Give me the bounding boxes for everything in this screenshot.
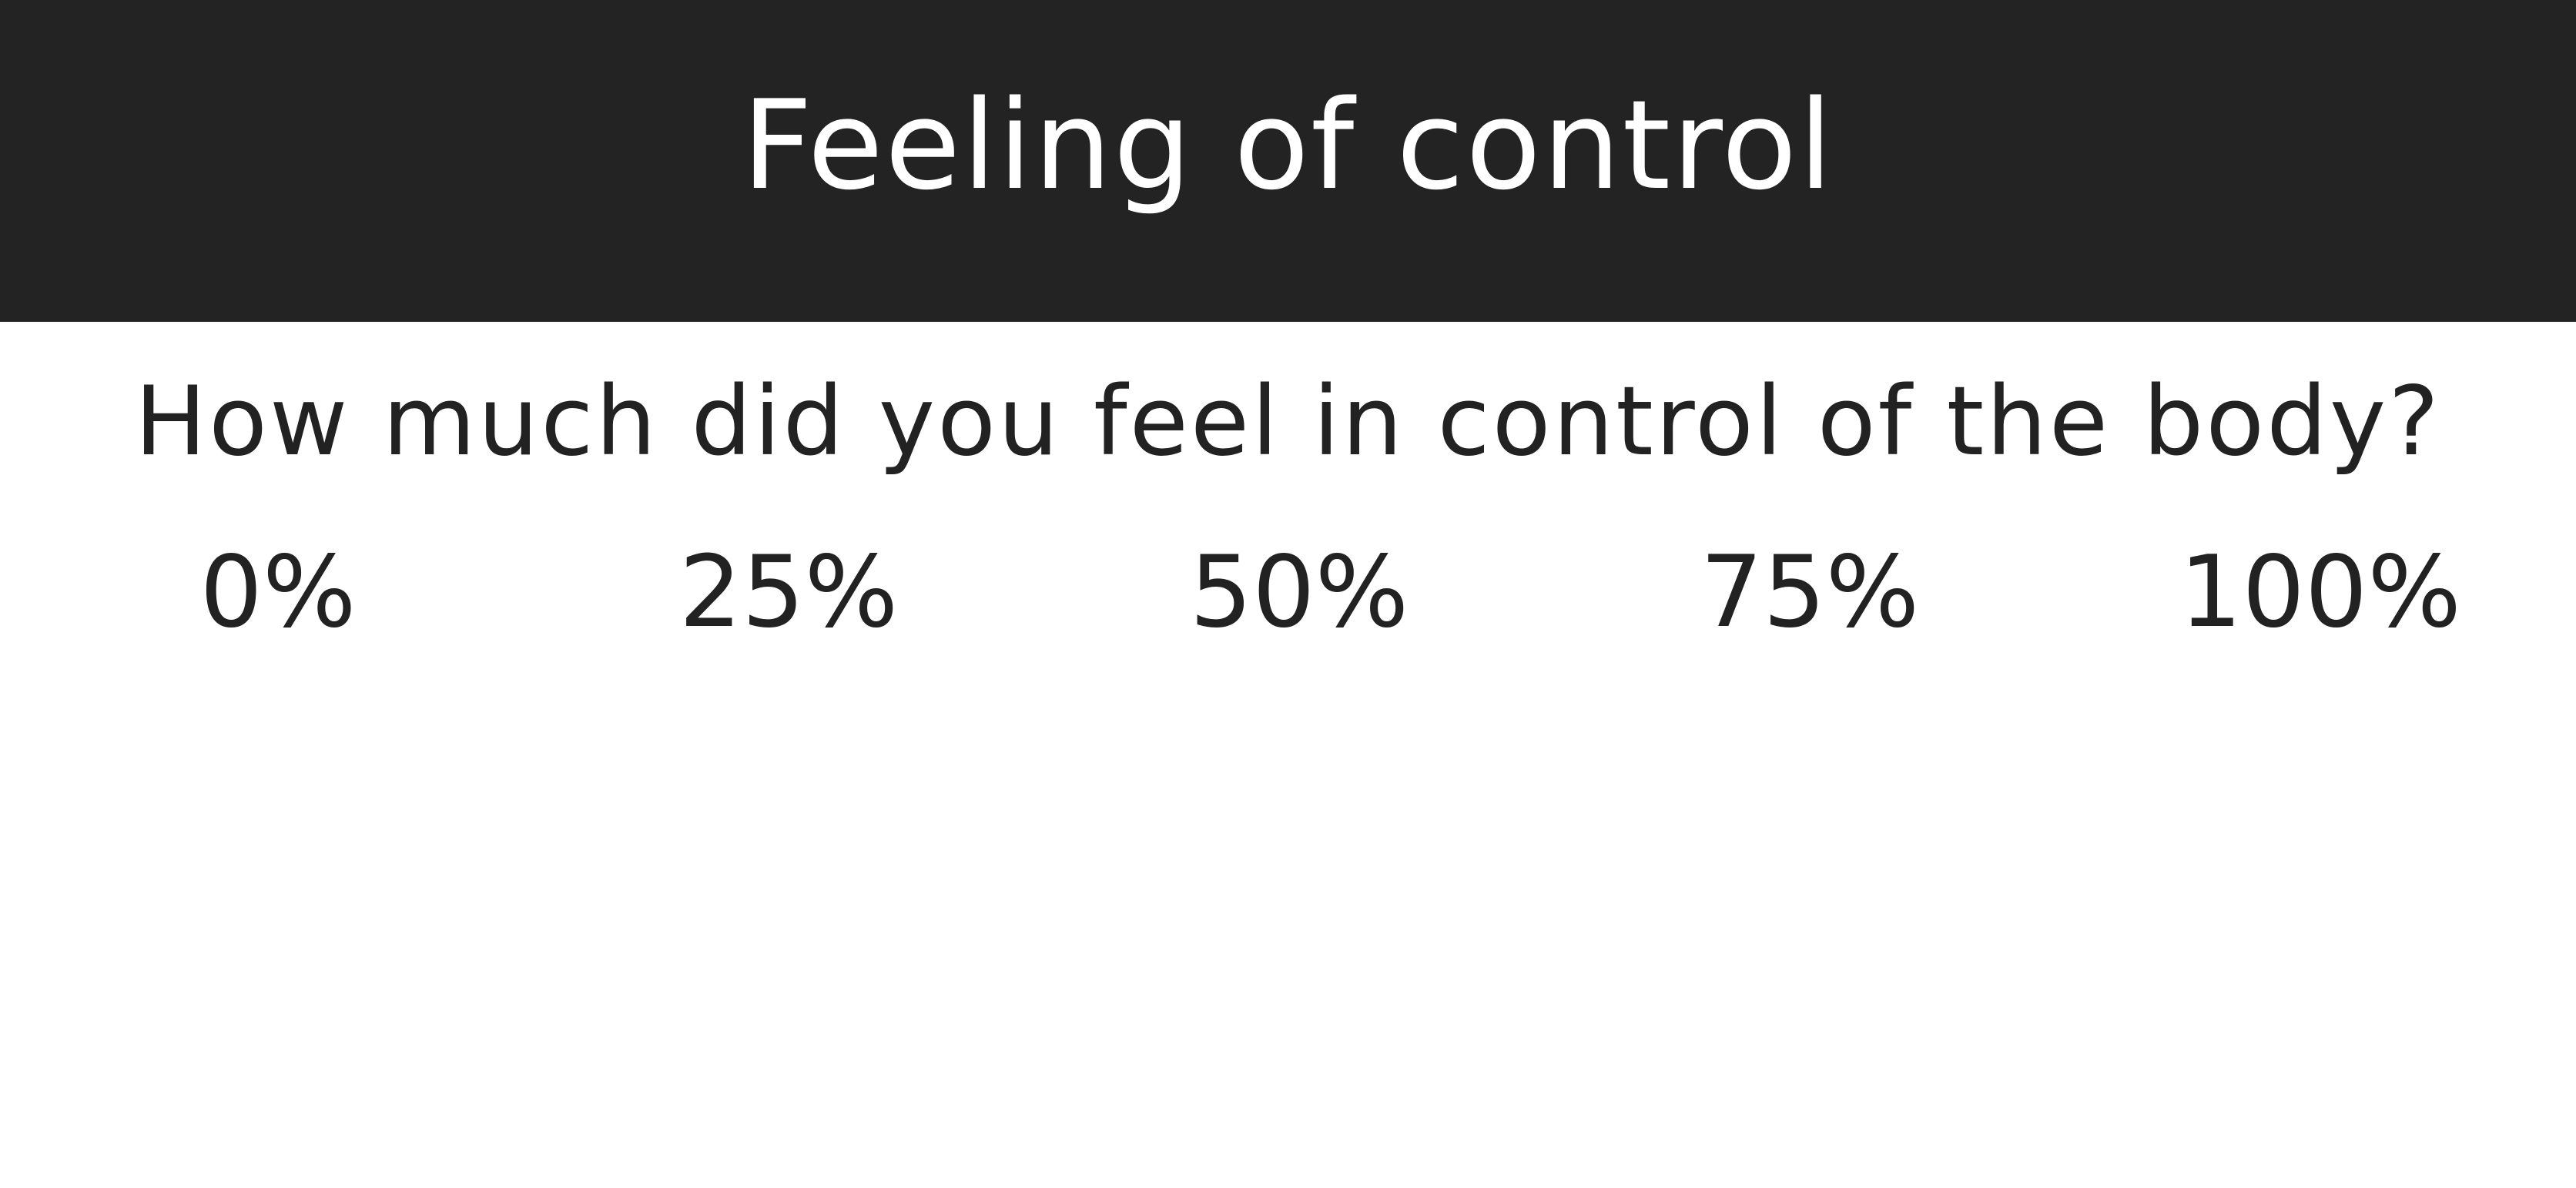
question-text: How much did you feel in control of the … (134, 366, 2442, 477)
header-bar: Feeling of control (0, 0, 2576, 322)
scale-option-75-percent[interactable]: 75% (1700, 535, 1920, 650)
scale-option-0-percent[interactable]: 0% (199, 535, 357, 650)
scale-option-50-percent[interactable]: 50% (1189, 535, 1409, 650)
scale-option-25-percent[interactable]: 25% (678, 535, 899, 650)
rating-scale: 0% 25% 50% 75% 100% (0, 535, 2576, 662)
page-title: Feeling of control (742, 73, 1834, 217)
scale-option-100-percent[interactable]: 100% (2179, 535, 2461, 650)
